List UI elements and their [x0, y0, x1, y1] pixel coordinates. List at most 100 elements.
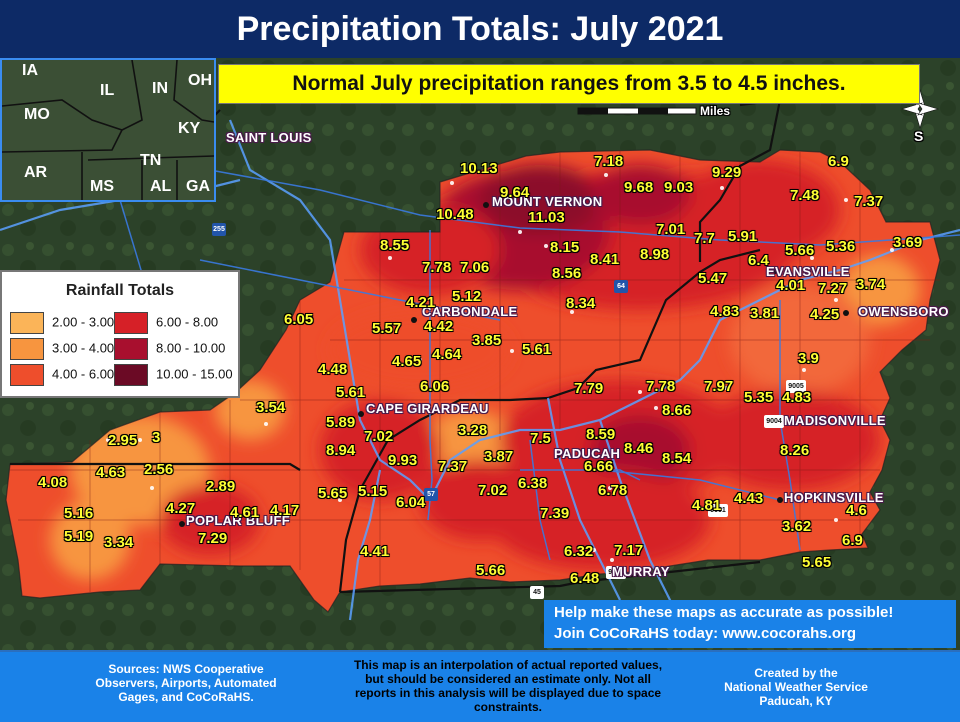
precip-value: 4.08: [38, 474, 68, 491]
precip-value: 5.61: [336, 384, 366, 401]
city-label-paducah: PADUCAH: [554, 446, 621, 461]
precip-value: 7.79: [574, 380, 604, 397]
inset-state-label: IA: [22, 62, 38, 79]
precip-value: 5.66: [785, 242, 815, 259]
precip-value: 6.48: [570, 570, 600, 587]
city-label-hopkinsville: HOPKINSVILLE: [784, 490, 884, 505]
inset-state-label: TN: [140, 152, 162, 169]
inset-map: IA IL IN OH MO KY AR TN MS AL GA: [0, 58, 216, 202]
precip-value: 4.65: [392, 353, 422, 370]
highway-shield: 64: [614, 280, 628, 293]
precip-value: 5.15: [358, 483, 388, 500]
precip-value: 7.97: [704, 378, 734, 395]
precip-value: 2.56: [144, 461, 174, 478]
precip-value: 7.18: [594, 153, 624, 170]
footer-sources-line: Sources: NWS Cooperative: [108, 662, 264, 676]
footer-disclaimer-line: reports in this analysis will be display…: [354, 686, 662, 700]
city-label-carbondale: CARBONDALE: [422, 304, 518, 319]
precip-value: 4.61: [230, 504, 260, 521]
cocorahs-link[interactable]: Join CoCoRaHS today: www.cocorahs.org: [554, 625, 856, 642]
precip-value: 3.34: [104, 534, 134, 551]
cocorahs-line1: Help make these maps as accurate as poss…: [554, 604, 894, 621]
precip-value: 6.66: [584, 458, 614, 475]
precip-value: 3: [152, 429, 161, 446]
legend-swatch: [10, 364, 44, 386]
footer: Sources: NWS Cooperative Observers, Airp…: [0, 650, 960, 722]
precip-value: 4.48: [318, 361, 348, 378]
precipitation-map: 255 64 9005 9004 9001 9003 57 45 51: [0, 58, 960, 650]
precip-value: 5.47: [698, 270, 728, 287]
highway-shield: 9003: [606, 566, 626, 579]
precip-value: 7.06: [460, 259, 490, 276]
legend-item: 6.00 - 8.00: [114, 312, 218, 334]
footer-disclaimer-line: but should be considered an estimate onl…: [365, 672, 651, 686]
city-label-cape-girardeau: CAPE GIRARDEAU: [366, 401, 489, 416]
precip-value: 7.7: [694, 230, 715, 247]
precip-value: 6.38: [518, 475, 548, 492]
inset-state-label: AL: [150, 178, 172, 195]
precip-value: 3.85: [472, 332, 502, 349]
precip-value: 6.04: [396, 494, 426, 511]
precip-value: 4.01: [776, 277, 806, 294]
city-label-saint-louis: SAINT LOUIS: [226, 130, 312, 145]
precip-value: 3.9: [798, 350, 819, 367]
precip-value: 4.63: [96, 464, 126, 481]
legend-item: 3.00 - 4.00: [10, 338, 114, 360]
highway-shield: 57: [424, 488, 438, 501]
precip-value: 7.39: [540, 505, 570, 522]
precip-value: 8.55: [380, 237, 410, 254]
precip-value: 4.43: [734, 490, 764, 507]
city-label-mount-vernon: MOUNT VERNON: [492, 194, 603, 209]
inset-state-label: OH: [188, 72, 212, 89]
precip-value: 8.59: [586, 426, 616, 443]
scale-label: Miles: [700, 104, 731, 118]
legend-label: 8.00 - 10.00: [156, 340, 226, 356]
precip-value: 3.69: [893, 234, 923, 251]
legend-swatch: [114, 364, 148, 386]
precip-value: 8.98: [640, 246, 670, 263]
legend-label: 3.00 - 4.00: [52, 340, 115, 356]
precip-value: 6.32: [564, 543, 594, 560]
legend-label: 4.00 - 6.00: [52, 366, 115, 382]
footer-disclaimer-line: This map is an interpolation of actual r…: [353, 658, 663, 672]
precip-value: 6.9: [842, 532, 863, 549]
legend-item: 8.00 - 10.00: [114, 338, 225, 360]
precip-value: 5.57: [372, 320, 402, 337]
legend-label: 6.00 - 8.00: [156, 314, 219, 330]
precip-value: 5.36: [826, 238, 856, 255]
precip-value: 7.27: [818, 280, 848, 297]
inset-state-label: IL: [100, 82, 115, 99]
legend-item: 4.00 - 6.00: [10, 364, 114, 386]
precip-value: 3.87: [484, 448, 514, 465]
precip-value: 5.65: [318, 485, 348, 502]
precip-value: 4.42: [424, 318, 454, 335]
inset-state-label: MS: [90, 178, 114, 195]
precip-value: 7.02: [478, 482, 508, 499]
legend-label: 2.00 - 3.00: [52, 314, 115, 330]
precip-value: 10.13: [460, 160, 498, 177]
precip-value: 4.83: [782, 389, 812, 406]
highway-shield: 9004: [764, 415, 784, 428]
highway-shield: 9001: [708, 504, 728, 517]
precip-value: 6.78: [598, 482, 628, 499]
footer-credit: Created by the National Weather Service …: [706, 666, 886, 708]
footer-disclaimer: This map is an interpolation of actual r…: [318, 658, 698, 714]
precip-value: 7.37: [438, 458, 468, 475]
precip-value: 4.25: [810, 306, 840, 323]
precip-value: 4.27: [166, 500, 196, 517]
legend-item: 2.00 - 3.00: [10, 312, 114, 334]
footer-sources-line: Observers, Airports, Automated: [95, 676, 277, 690]
highway-shield: 45: [530, 586, 544, 599]
precip-value: 9.29: [712, 164, 742, 181]
footer-sources-line: Gages, and CoCoRaHS.: [118, 690, 254, 704]
precip-value: 4.41: [360, 543, 390, 560]
precip-value: 9.03: [664, 179, 694, 196]
city-label-madisonville: MADISONVILLE: [784, 413, 886, 428]
precip-value: 5.35: [744, 389, 774, 406]
legend-swatch: [114, 338, 148, 360]
precip-value: 8.66: [662, 402, 692, 419]
precip-value: 8.26: [780, 442, 810, 459]
precip-value: 5.19: [64, 528, 94, 545]
footer-sources: Sources: NWS Cooperative Observers, Airp…: [86, 662, 286, 704]
footer-credit-line: National Weather Service: [724, 680, 868, 694]
